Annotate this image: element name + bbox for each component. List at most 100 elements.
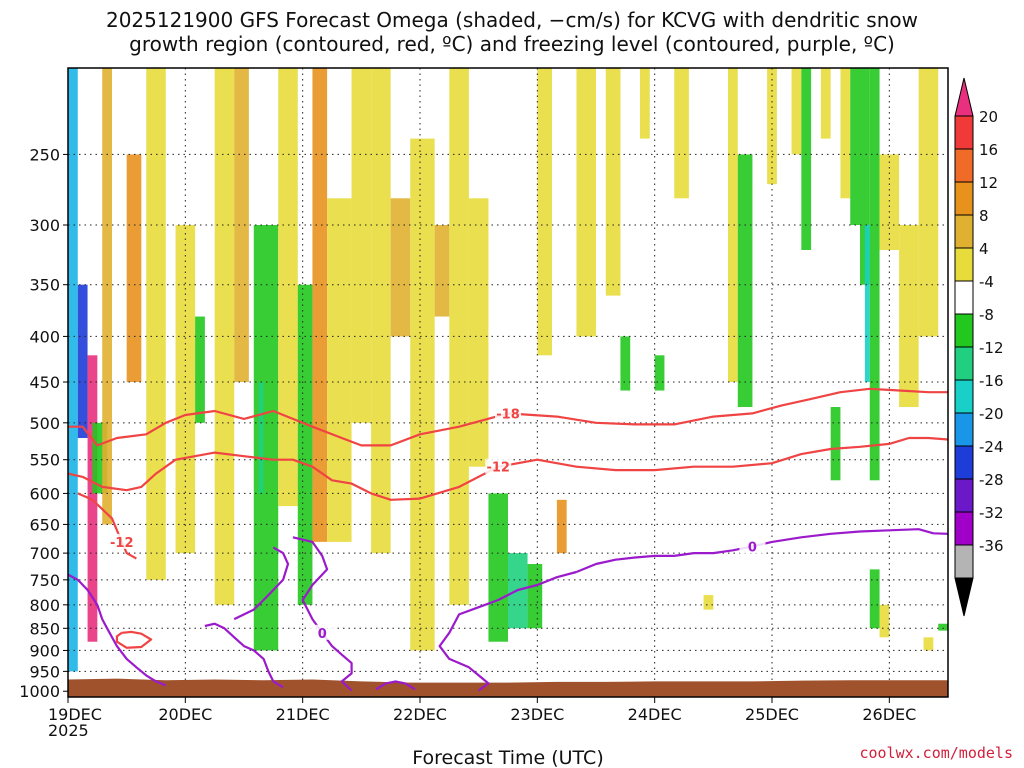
contour-2: [77, 492, 137, 560]
y-tick-label-8: 650: [29, 515, 60, 534]
credit-link[interactable]: coolwx.com/models: [859, 744, 1013, 762]
y-tick-label-13: 900: [29, 641, 60, 660]
omega-band-29: [576, 68, 596, 337]
x-tick-label-6: 25DEC: [745, 705, 799, 724]
colorbar-swatch-7: [954, 313, 974, 348]
colorbar-swatch-4: [954, 214, 974, 249]
omega-band-48: [879, 154, 900, 251]
contour-label-bg-2: [108, 533, 135, 549]
x-axis-label: Forecast Time (UTC): [412, 747, 603, 768]
colorbar-swatch-8: [954, 346, 974, 381]
plot-area: -18 -12 -12 0 0: [67, 67, 949, 698]
omega-band-51: [869, 569, 880, 629]
omega-band-52: [879, 604, 890, 638]
colorbar-label-10: -24: [979, 438, 1004, 456]
colorbar-swatch-13: [954, 511, 974, 546]
colorbar-label-7: -12: [979, 339, 1004, 357]
contour-9: [204, 622, 284, 689]
x-tick-label-0: 19DEC: [48, 705, 102, 724]
colorbar-label-9: -20: [979, 405, 1004, 423]
omega-band-1: [77, 284, 88, 439]
colorbar-swatch-9: [954, 379, 974, 414]
omega-band-28: [556, 499, 567, 554]
colorbar: 20 16 12 8 4 -4 -8 -12 -16 -20 -24 -28 -32 -36: [954, 77, 1004, 617]
y-axis-ticks: 250 300 350 400 450 500 550 600 650 700 750 800 850 9…: [19, 145, 68, 701]
omega-band-54: [938, 623, 948, 631]
contour-label-1: -12: [486, 461, 510, 476]
colorbar-swatch-6: [954, 280, 974, 315]
omega-band-50: [918, 68, 939, 337]
omega-band-20: [410, 138, 435, 651]
colorbar-label-2: 12: [979, 174, 998, 192]
omega-band-7: [175, 225, 196, 554]
colorbar-swatch-12: [954, 478, 974, 513]
omega-band-46: [864, 225, 870, 383]
contour-label-2: -12: [110, 536, 134, 551]
x-year-label: 2025: [48, 721, 89, 740]
colorbar-label-0: 20: [979, 108, 998, 126]
colorbar-label-4: 4: [979, 240, 989, 258]
colorbar-top-triangle: [954, 77, 974, 117]
contour-7: [438, 570, 577, 692]
omega-band-31: [620, 336, 631, 391]
y-tick-label-0: 250: [29, 145, 60, 164]
omega-band-19: [390, 198, 411, 337]
colorbar-swatch-5: [954, 247, 974, 282]
omega-band-5: [126, 154, 142, 383]
y-tick-label-11: 800: [29, 596, 60, 615]
omega-band-17: [351, 68, 372, 423]
contour-lines: -18 -12 -12 0 0: [67, 387, 949, 692]
omega-band-34: [674, 68, 689, 199]
omega-band-39: [791, 68, 802, 155]
omega-band-10: [234, 68, 249, 383]
colorbar-swatch-1: [954, 115, 974, 150]
omega-band-12: [258, 382, 264, 494]
omega-band-2: [87, 355, 98, 642]
omega-band-26: [527, 564, 543, 629]
x-axis-ticks: 19DEC 20DEC 21DEC 22DEC 23DEC 24DEC 25DEC 26DEC: [48, 697, 916, 724]
omega-band-35: [703, 595, 714, 610]
omega-band-37: [737, 154, 753, 408]
y-tick-label-1: 300: [29, 216, 60, 235]
omega-band-6: [146, 68, 166, 580]
colorbar-label-6: -8: [979, 306, 994, 324]
contour-label-bg-1: [485, 458, 512, 474]
y-tick-label-2: 350: [29, 276, 60, 295]
colorbar-label-11: -28: [979, 471, 1004, 489]
x-tick-label-3: 22DEC: [393, 705, 447, 724]
omega-band-27: [537, 68, 552, 356]
omega-band-32: [640, 68, 650, 139]
omega-band-13: [278, 68, 298, 507]
colorbar-label-5: -4: [979, 273, 994, 291]
omega-band-47: [869, 68, 880, 481]
omega-band-16: [327, 198, 352, 542]
contour-10: [375, 680, 416, 691]
omega-band-11: [253, 225, 279, 651]
x-tick-label-4: 23DEC: [510, 705, 564, 724]
y-tick-label-3: 400: [29, 327, 60, 346]
contour-1: [67, 436, 949, 501]
x-tick-label-2: 21DEC: [276, 705, 330, 724]
omega-band-23: [468, 198, 489, 467]
y-tick-label-6: 550: [29, 451, 60, 470]
contour-label-bg-4: [739, 538, 766, 554]
colorbar-label-13: -36: [979, 537, 1004, 555]
contour-label-4: 0: [748, 540, 757, 555]
omega-band-30: [605, 68, 621, 296]
omega-band-43: [840, 68, 851, 199]
colorbar-swatch-11: [954, 445, 974, 480]
chart-title-line1: 2025121900 GFS Forecast Omega (shaded, −…: [106, 8, 918, 32]
omega-band-44: [850, 68, 860, 226]
contour-label-bg-0: [495, 405, 521, 421]
omega-band-41: [820, 68, 831, 139]
omega-band-14: [297, 284, 313, 605]
colorbar-swatch-10: [954, 412, 974, 447]
contour-label-bg-5: [309, 624, 336, 640]
omega-band-24: [488, 493, 508, 642]
omega-band-18: [371, 68, 391, 554]
terrain-fill: [68, 678, 948, 697]
colorbar-swatch-14: [954, 544, 974, 579]
x-tick-label-5: 24DEC: [628, 705, 682, 724]
colorbar-label-12: -32: [979, 504, 1004, 522]
